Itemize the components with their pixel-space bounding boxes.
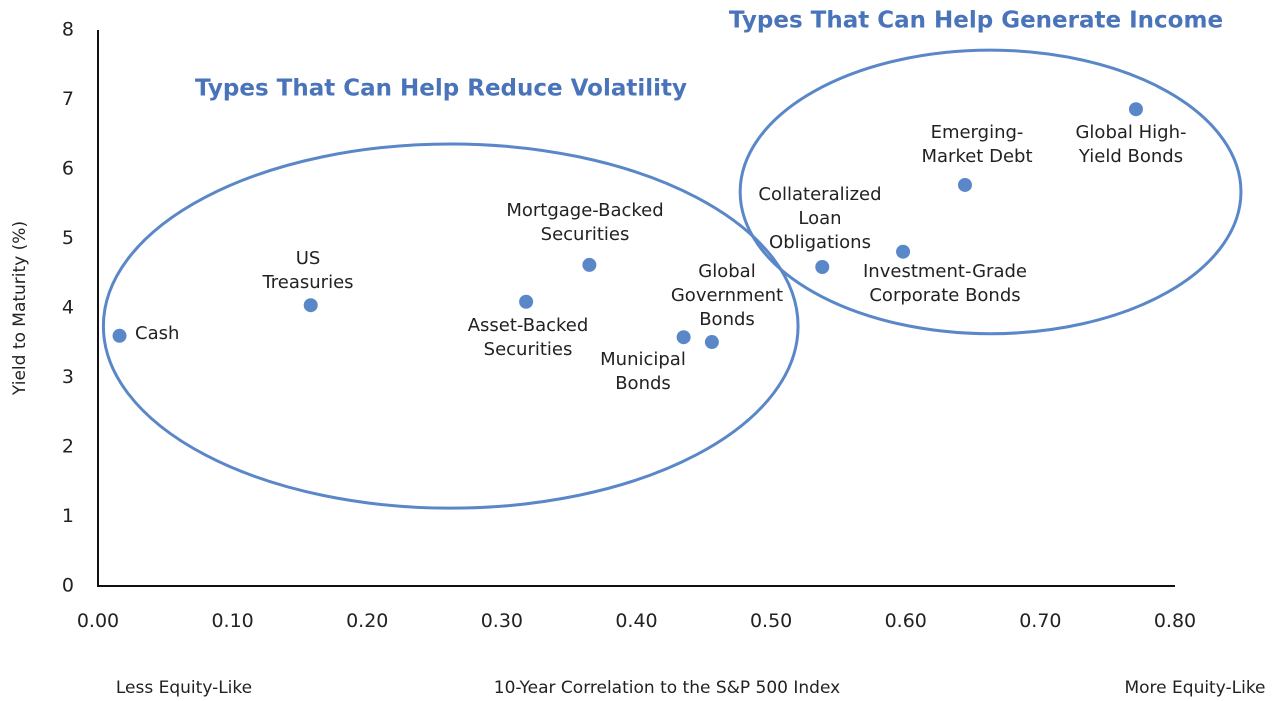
x-axis-left-label: Less Equity-Like [116,678,252,698]
x-axis-right-label: More Equity-Like [1124,678,1265,698]
x-tick-labels: 0.00 0.10 0.20 0.30 0.40 0.50 0.60 0.70 0.80 [77,610,1196,632]
y-tick-label: 5 [62,227,74,249]
data-point [582,257,597,272]
x-axis-title: 10-Year Correlation to the S&P 500 Index [494,678,840,698]
group-ellipse [101,142,800,510]
data-point [676,330,691,345]
x-tick-label: 0.60 [885,610,927,632]
point-label: Government [671,285,783,306]
y-tick-label: 1 [62,505,74,527]
data-point [303,298,318,313]
point-label: Yield Bonds [1078,146,1183,167]
data-point [896,244,911,259]
point-label: Securities [541,224,630,245]
point-label: Emerging- [931,122,1024,143]
group-ellipses: Types That Can Help Reduce Volatility Typ… [101,8,1243,510]
point-label: Loan [798,208,841,229]
point-label: Cash [135,323,179,344]
x-tick-label: 0.50 [750,610,792,632]
point-label: Mortgage-Backed [506,200,663,221]
point-label: Collateralized [758,184,881,205]
x-tick-label: 0.40 [615,610,657,632]
point-label: Corporate Bonds [869,285,1020,306]
point-label: Global [698,261,755,282]
data-point [815,259,830,274]
x-tick-label: 0.70 [1019,610,1061,632]
data-point [112,328,127,343]
point-label: Asset-Backed [468,315,589,336]
point-label: US [296,248,321,269]
point-label: Bonds [615,373,671,394]
x-tick-label: 0.80 [1154,610,1196,632]
y-tick-label: 7 [62,88,74,110]
x-tick-label: 0.20 [346,610,388,632]
x-tick-label: 0.00 [77,610,119,632]
point-label: Securities [484,339,573,360]
point-label: Global High- [1075,122,1186,143]
group-title: Types That Can Help Generate Income [729,8,1223,34]
data-point [1128,102,1143,117]
y-tick-label: 8 [62,19,74,41]
x-tick-label: 0.30 [481,610,523,632]
y-tick-label: 2 [62,436,74,458]
y-tick-label: 6 [62,158,74,180]
data-point [704,335,719,350]
point-label: Market Debt [921,146,1032,167]
point-labels: Cash US Treasuries Asset-Backed Securities Mo… [135,122,1187,394]
y-tick-label: 0 [62,575,74,597]
point-label: Bonds [699,309,755,330]
point-label: Investment-Grade [863,261,1027,282]
y-tick-labels: 0 1 2 3 4 5 6 7 8 [62,19,74,597]
point-label: Treasuries [261,272,353,293]
point-label: Obligations [769,232,871,253]
y-axis-title: Yield to Maturity (%) [10,221,30,396]
y-tick-label: 4 [62,297,74,319]
data-points [112,102,1143,350]
data-point [957,177,972,192]
data-point [519,294,534,309]
group-title: Types That Can Help Reduce Volatility [195,76,687,102]
x-tick-label: 0.10 [211,610,253,632]
y-tick-label: 3 [62,366,74,388]
group-ellipse [738,48,1243,336]
point-label: Municipal [600,349,686,370]
